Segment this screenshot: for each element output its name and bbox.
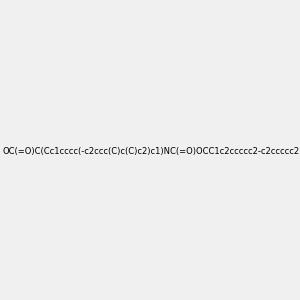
Text: OC(=O)C(Cc1cccc(-c2ccc(C)c(C)c2)c1)NC(=O)OCC1c2ccccc2-c2ccccc21: OC(=O)C(Cc1cccc(-c2ccc(C)c(C)c2)c1)NC(=O… [3,147,300,156]
